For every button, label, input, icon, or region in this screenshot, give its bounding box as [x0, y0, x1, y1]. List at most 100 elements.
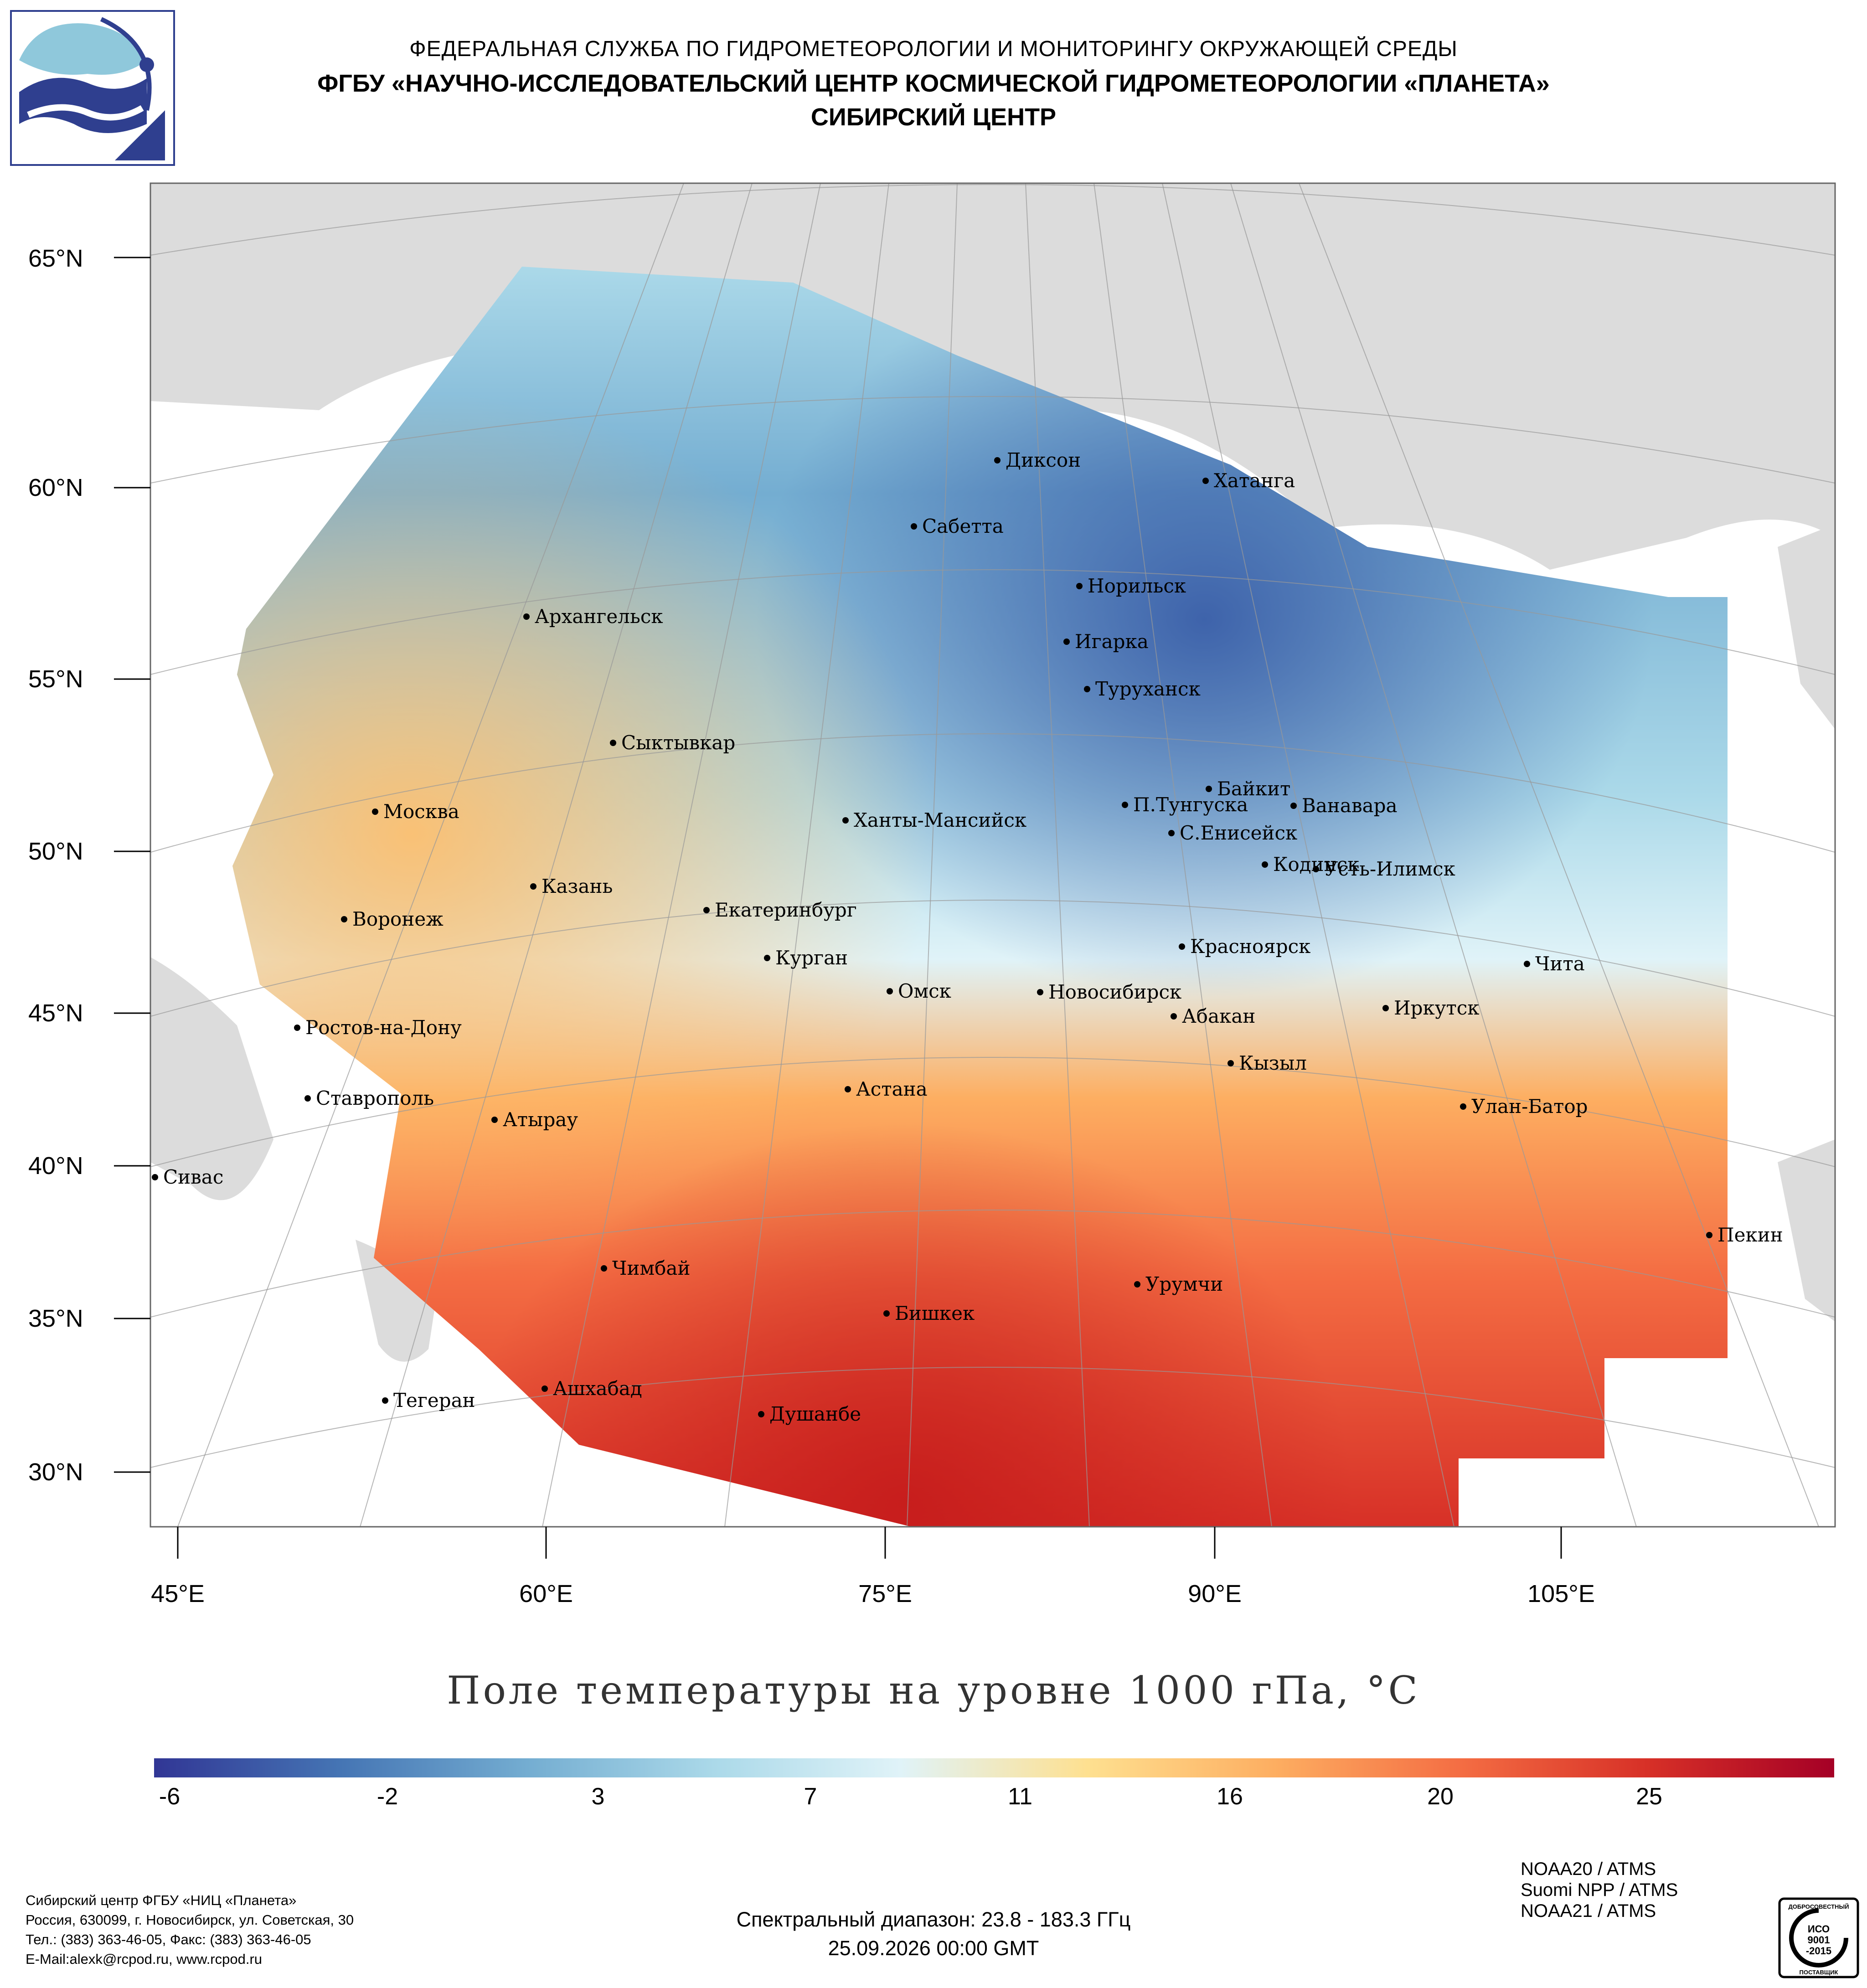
planeta-logo-icon — [10, 10, 175, 166]
city-dot — [152, 1174, 158, 1180]
city-dot — [1313, 866, 1319, 872]
cert-number: 9001 — [1808, 1934, 1830, 1946]
organization-contacts: Сибирский центр ФГБУ «НИЦ «Планета» Росс… — [26, 1890, 354, 1969]
city-marker: Омск — [887, 980, 951, 1002]
city-marker: Курган — [764, 947, 848, 969]
map-title: Поле температуры на уровне 1000 гПа, °С — [447, 1668, 1420, 1713]
city-marker: Диксон — [994, 449, 1081, 471]
city-dot — [1382, 1005, 1389, 1011]
city-label: Омск — [898, 980, 951, 1002]
city-marker: Воронеж — [341, 908, 444, 930]
city-label: Ростов-на-Дону — [305, 1016, 462, 1039]
city-label: Воронеж — [352, 908, 444, 930]
org-address: Россия, 630099, г. Новосибирск, ул. Сове… — [26, 1912, 354, 1928]
city-marker: Екатеринбург — [703, 899, 857, 921]
city-dot — [1290, 803, 1297, 809]
city-dot — [491, 1117, 498, 1123]
lon-label-90: 90°E — [1188, 1580, 1242, 1607]
city-dot — [530, 883, 536, 890]
colorbar-tick: 16 — [1217, 1783, 1243, 1810]
city-dot — [1037, 989, 1043, 995]
branch-title: СИБИРСКИЙ ЦЕНТР — [810, 103, 1057, 131]
city-label: Новосибирск — [1048, 981, 1181, 1003]
city-marker: Туруханск — [1084, 678, 1201, 700]
city-marker: Ханты-Мансийск — [842, 809, 1026, 831]
city-dot — [601, 1265, 607, 1272]
spectral-range: Спектральный диапазон: 23.8 - 183.3 ГГц — [736, 1908, 1131, 1931]
city-label: Москва — [383, 800, 459, 823]
city-dot — [1524, 961, 1530, 967]
city-label: С.Енисейск — [1180, 822, 1297, 844]
org-email: E-Mail:alexk@rcpod.ru, www.rcpod.ru — [26, 1951, 263, 1967]
city-dot — [1179, 943, 1185, 950]
temperature-map: 65°N 60°N 55°N 50°N 45°N 40°N 35°N 30°N … — [28, 182, 1836, 1607]
city-dot — [294, 1025, 300, 1031]
city-label: Иркутск — [1394, 997, 1479, 1019]
city-dot — [542, 1385, 548, 1392]
city-dot — [1460, 1103, 1466, 1110]
city-marker: Байкит — [1206, 778, 1290, 800]
city-marker: Астана — [845, 1078, 928, 1100]
city-marker: Ванавара — [1290, 794, 1398, 817]
city-dot — [842, 817, 849, 824]
city-label: Урумчи — [1145, 1273, 1223, 1295]
colorbar-tick: 20 — [1427, 1783, 1454, 1810]
city-marker: Улан-Батор — [1460, 1095, 1588, 1118]
colorbar-tick: -2 — [376, 1783, 398, 1810]
colorbar-tick: 25 — [1636, 1783, 1662, 1810]
city-markers: Диксон Хатанга Сабетта Норильск Архангельск И… — [152, 449, 1783, 1425]
city-marker: Пекин — [1706, 1224, 1783, 1246]
colorbar-tick: 7 — [804, 1783, 817, 1810]
city-label: Ашхабад — [553, 1377, 642, 1400]
lat-label-55: 55°N — [28, 665, 83, 693]
city-marker: Сивас — [152, 1166, 223, 1188]
city-marker: Кызыл — [1227, 1052, 1307, 1074]
lat-label-30: 30°N — [28, 1458, 83, 1486]
city-dot — [1706, 1232, 1712, 1238]
lat-label-50: 50°N — [28, 838, 83, 865]
city-label: Норильск — [1088, 575, 1186, 597]
city-label: Хатанга — [1214, 469, 1295, 492]
sensor-list: NOAA20 / ATMS Suomi NPP / ATMS NOAA21 / … — [1521, 1859, 1678, 1921]
city-dot — [1168, 830, 1175, 836]
city-dot — [1076, 583, 1083, 589]
city-label: Архангельск — [535, 605, 663, 628]
city-label: Ванавара — [1302, 794, 1398, 817]
city-label: Курган — [775, 947, 848, 969]
city-dot — [703, 907, 710, 913]
city-label: Душанбе — [769, 1403, 861, 1425]
city-label: Бишкек — [895, 1302, 975, 1324]
city-marker: П.Тунгуска — [1122, 793, 1248, 816]
city-marker: Архангельск — [523, 605, 663, 628]
city-dot — [1227, 1060, 1234, 1066]
city-label: Туруханск — [1095, 678, 1201, 700]
sensor-item: NOAA21 / ATMS — [1521, 1901, 1656, 1921]
city-label: Красноярск — [1190, 935, 1310, 958]
city-label: Сивас — [163, 1166, 223, 1188]
city-label: Пекин — [1717, 1224, 1783, 1246]
city-marker: С.Енисейск — [1168, 822, 1297, 844]
city-dot — [911, 523, 917, 530]
city-dot — [1171, 1013, 1177, 1020]
city-marker: Чита — [1524, 953, 1585, 975]
center-title: ФГБУ «НАУЧНО-ИССЛЕДОВАТЕЛЬСКИЙ ЦЕНТР КОС… — [317, 70, 1550, 97]
city-marker: Сабетта — [911, 515, 1004, 537]
product-info: Спектральный диапазон: 23.8 - 183.3 ГГц … — [0, 1905, 1867, 1962]
city-label: Улан-Батор — [1471, 1095, 1588, 1118]
lon-label-60: 60°E — [519, 1580, 573, 1607]
city-dot — [1122, 802, 1128, 808]
city-marker: Хатанга — [1202, 469, 1295, 492]
city-label: Ханты-Мансийск — [854, 809, 1026, 831]
lon-label-75: 75°E — [858, 1580, 912, 1607]
lat-label-65: 65°N — [28, 245, 83, 272]
city-dot — [304, 1095, 311, 1102]
city-label: Чита — [1535, 953, 1585, 975]
city-label: Чимбай — [612, 1257, 690, 1279]
city-dot — [372, 809, 378, 815]
lon-label-45: 45°E — [151, 1580, 205, 1607]
city-marker: Абакан — [1171, 1005, 1255, 1027]
city-dot — [994, 457, 1001, 464]
city-dot — [1063, 639, 1070, 645]
agency-title: ФЕДЕРАЛЬНАЯ СЛУЖБА ПО ГИДРОМЕТЕОРОЛОГИИ … — [409, 37, 1458, 61]
lat-label-40: 40°N — [28, 1152, 83, 1179]
